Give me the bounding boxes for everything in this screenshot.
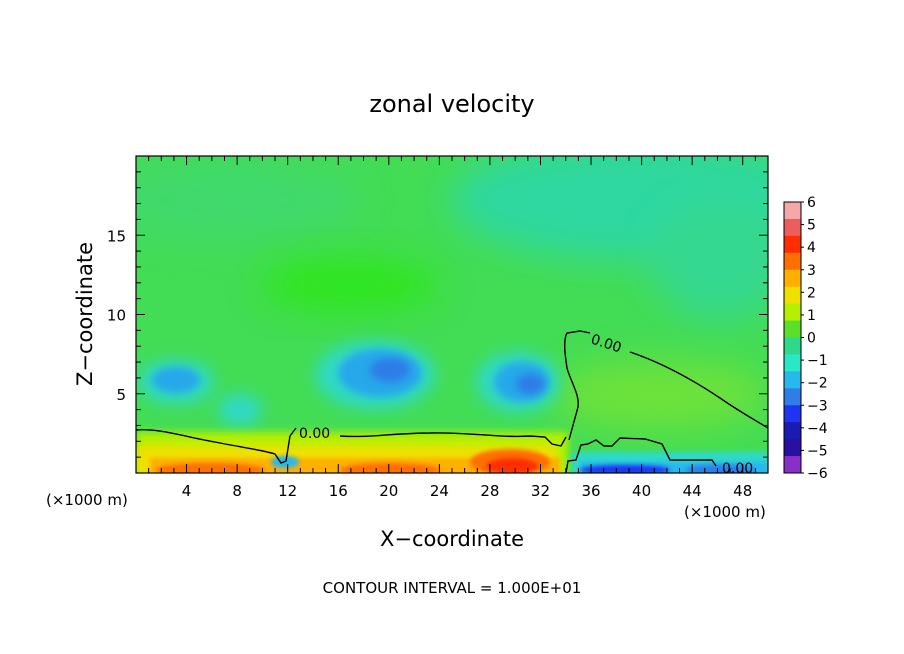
heatmap-field	[136, 156, 768, 473]
contour-interval-note: CONTOUR INTERVAL = 1.000E+01	[323, 579, 582, 597]
colorbar-swatch	[784, 303, 801, 322]
zero-contours	[135, 330, 769, 474]
x-tick-label: 12	[278, 482, 297, 500]
colorbar-tick-label: 1	[807, 308, 816, 324]
colorbar-tick-label: −4	[807, 421, 828, 437]
x-tick-label: 4	[182, 482, 192, 500]
y-tick-label: 10	[107, 307, 126, 325]
x-tick-label: 20	[379, 482, 398, 500]
contour-line-upper	[564, 330, 769, 441]
y-tick-label: 15	[107, 227, 126, 245]
colorbar-swatch	[784, 337, 801, 355]
colorbar-tick-label: 0	[807, 331, 816, 347]
colorbar-swatch	[784, 218, 801, 237]
x-tick-label: 40	[632, 482, 651, 500]
contour-label-1: 0.00	[299, 426, 330, 442]
x-tick-label: 24	[430, 482, 449, 500]
x-tick-label: 16	[329, 482, 348, 500]
x-axis: 4 8 12 16 20 24 28 32 36 40 44 48	[148, 156, 756, 500]
colorbar: 6 5 4 3 2 1 0 −1 −2 −3 −4 −5 −6	[783, 195, 828, 482]
chart-title: zonal velocity	[369, 90, 534, 118]
y-tick-label: 5	[116, 386, 126, 404]
colorbar-swatch	[784, 456, 801, 474]
colorbar-swatch	[784, 405, 801, 423]
colorbar-swatch	[784, 422, 801, 440]
x-axis-label: X−coordinate	[380, 527, 524, 551]
x-tick-label: 28	[480, 482, 499, 500]
x-tick-label: 36	[581, 482, 600, 500]
colorbar-swatch	[784, 202, 801, 220]
colorbar-swatch	[784, 235, 801, 254]
x-axis-unit: (×1000 m)	[684, 503, 766, 521]
y-axis-label: Z−coordinate	[73, 242, 97, 386]
colorbar-swatch	[784, 439, 801, 457]
contour-line-lower	[135, 427, 567, 464]
contour-line-bottom	[565, 437, 717, 474]
colorbar-swatch	[784, 269, 801, 288]
y-axis: 5 10 15	[107, 171, 768, 458]
colorbar-tick-label: 3	[807, 263, 816, 279]
colorbar-swatch	[784, 371, 801, 389]
colorbar-tick-label: −3	[807, 398, 828, 414]
colorbar-tick-label: −5	[807, 443, 828, 459]
colorbar-tick-label: −2	[807, 376, 828, 392]
x-tick-label: 48	[733, 482, 752, 500]
colorbar-tick-label: −1	[807, 353, 828, 369]
contour-label-3: 0.00	[722, 461, 753, 477]
colorbar-swatch	[784, 354, 801, 372]
colorbar-swatch	[784, 320, 801, 338]
colorbar-swatch	[784, 286, 801, 305]
x-tick-label: 44	[683, 482, 702, 500]
colorbar-tick-label: 4	[807, 240, 816, 256]
colorbar-tick-label: −6	[807, 466, 828, 482]
x-tick-label: 32	[531, 482, 550, 500]
colorbar-swatch	[784, 252, 801, 271]
colorbar-swatch	[784, 388, 801, 406]
colorbar-tick-label: 2	[807, 285, 816, 301]
y-axis-unit: (×1000 m)	[46, 491, 128, 509]
x-tick-label: 8	[232, 482, 242, 500]
colorbar-tick-label: 6	[807, 195, 816, 211]
colorbar-tick-label: 5	[807, 218, 816, 234]
